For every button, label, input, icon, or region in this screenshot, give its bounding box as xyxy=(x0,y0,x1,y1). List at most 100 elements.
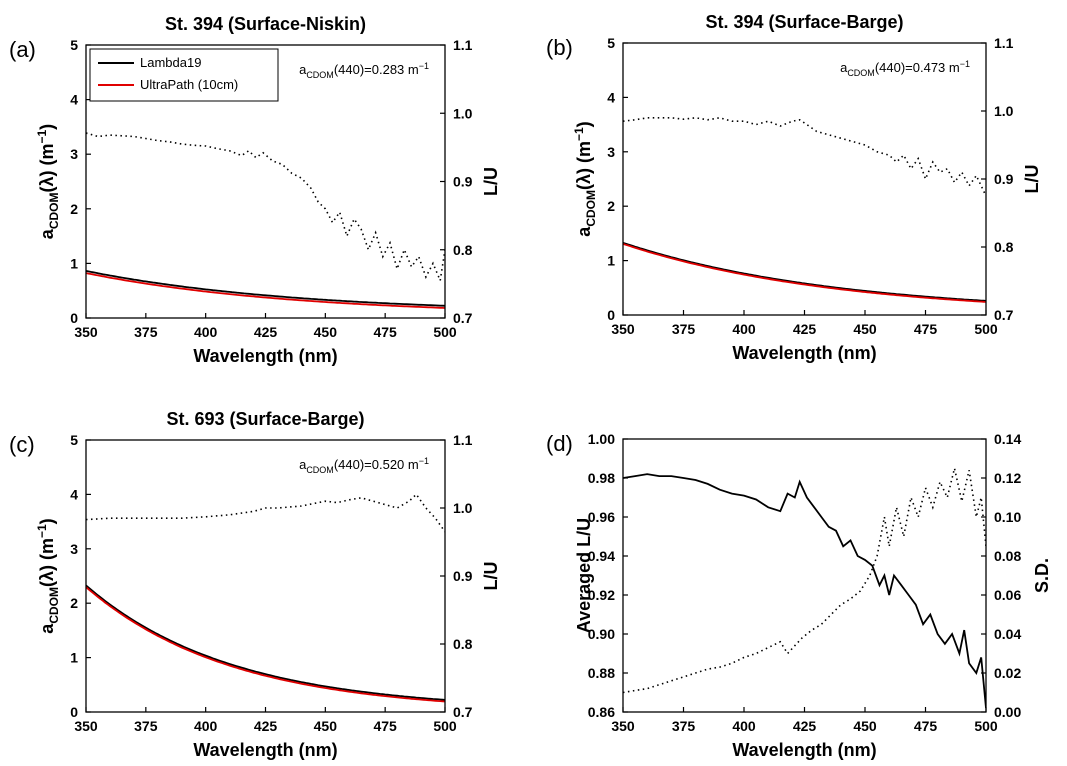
panel-label: (c) xyxy=(9,432,35,457)
y-right-tick-label: 1.0 xyxy=(453,500,473,516)
x-tick-label: 375 xyxy=(672,718,696,734)
y-tick-label: 0.96 xyxy=(588,509,615,525)
panel-label: (a) xyxy=(9,37,36,62)
y-right-axis-label: S.D. xyxy=(1032,558,1052,593)
y-axis-label-subscript: CDOM xyxy=(47,193,61,230)
y-axis-label-close: ) xyxy=(37,518,57,524)
y-right-axis-label: L/U xyxy=(1022,165,1042,194)
x-tick-label: 350 xyxy=(611,321,635,337)
x-tick-label: 500 xyxy=(433,718,457,734)
y-right-tick-label: 1.1 xyxy=(994,35,1014,51)
y-axis-label-superscript: −1 xyxy=(35,524,49,538)
annotation-superscript: −1 xyxy=(419,61,429,71)
y-axis-label-rest: (λ) (m xyxy=(574,141,594,190)
y-tick-label: 0.94 xyxy=(588,548,615,564)
y-tick-label: 0 xyxy=(70,310,78,326)
panel-label: (b) xyxy=(546,35,573,60)
x-tick-label: 475 xyxy=(914,718,938,734)
y-tick-label: 3 xyxy=(70,541,78,557)
chart-title: St. 394 (Surface-Barge) xyxy=(705,12,903,32)
y-tick-label: 1 xyxy=(607,253,615,269)
dotted-series-line xyxy=(623,116,986,197)
y-axis-label: aCDOM(λ) (m−1) xyxy=(35,124,61,239)
chart-title: St. 693 (Surface-Barge) xyxy=(166,409,364,429)
plot-frame xyxy=(622,42,987,316)
x-tick-label: 400 xyxy=(732,718,756,734)
plot-area xyxy=(623,468,986,709)
panel-b: 350 375 400 425 450 475 500 0 1 2 3 4 5 0.7 0.8 0.9 1.0 1… xyxy=(546,12,1042,363)
annotation-rest: (440)=0.473 m xyxy=(875,60,960,75)
y-axis-label-subscript: CDOM xyxy=(47,587,61,624)
y-axis-label-superscript: −1 xyxy=(572,127,586,141)
y-tick-label: 0 xyxy=(607,307,615,323)
y-right-tick-label: 0.12 xyxy=(994,470,1021,486)
panel-d: 350 375 400 425 450 475 500 0.86 0.88 0.90 0.92 0.9… xyxy=(546,431,1052,760)
y-right-tick-label: 0.02 xyxy=(994,665,1021,681)
acdom-annotation: aCDOM(440)=0.520 m−1 xyxy=(299,456,429,475)
dotted-series-line xyxy=(623,468,986,694)
y-axis-label-rest: (λ) (m xyxy=(37,144,57,193)
y-axis-label: Averaged L/U xyxy=(574,518,594,633)
x-tick-label: 475 xyxy=(373,324,397,340)
y-right-axis-label: L/U xyxy=(481,562,501,591)
annotation-main: a xyxy=(299,457,307,472)
y-right-tick-label: 0.9 xyxy=(453,174,473,190)
y-right-tick-label: 0.06 xyxy=(994,587,1021,603)
y-tick-label: 3 xyxy=(607,144,615,160)
acdom-annotation: aCDOM(440)=0.473 m−1 xyxy=(840,59,970,78)
y-tick-label: 2 xyxy=(70,595,78,611)
y-right-axis-label-text: L/U xyxy=(481,167,501,196)
y-right-tick-label: 0.7 xyxy=(453,310,473,326)
x-tick-label: 450 xyxy=(853,718,877,734)
x-tick-label: 475 xyxy=(373,718,397,734)
y-right-tick-label: 0.08 xyxy=(994,548,1021,564)
y-tick-label: 5 xyxy=(607,35,615,51)
y-tick-label: 4 xyxy=(70,92,78,108)
y-right-tick-label: 0.8 xyxy=(994,239,1014,255)
x-tick-label: 475 xyxy=(914,321,938,337)
x-tick-label: 500 xyxy=(433,324,457,340)
dotted-series-line xyxy=(86,132,445,284)
annotation-subscript: CDOM xyxy=(847,68,875,78)
x-tick-label: 350 xyxy=(611,718,635,734)
x-tick-label: 450 xyxy=(314,718,338,734)
y-axis-label-main: a xyxy=(574,226,594,237)
x-tick-label: 425 xyxy=(254,718,278,734)
y-axis-label-superscript: −1 xyxy=(35,129,49,143)
y-axis-label-close: ) xyxy=(574,121,594,127)
annotation-main: a xyxy=(299,62,307,77)
y-right-axis-label-text: L/U xyxy=(1022,165,1042,194)
x-axis-label: Wavelength (nm) xyxy=(732,343,876,363)
x-tick-label: 450 xyxy=(314,324,338,340)
plot-area xyxy=(86,132,445,309)
x-tick-label: 500 xyxy=(974,321,998,337)
x-tick-label: 425 xyxy=(254,324,278,340)
y-right-tick-label: 0.14 xyxy=(994,431,1021,447)
x-tick-label: 375 xyxy=(672,321,696,337)
y-axis-label-subscript: CDOM xyxy=(584,190,598,227)
y-right-tick-label: 0.9 xyxy=(453,568,473,584)
y-right-tick-label: 0.7 xyxy=(994,307,1014,323)
solid-series-line xyxy=(623,473,986,709)
plot-frame xyxy=(622,438,987,713)
y-axis-label-main: a xyxy=(37,623,57,634)
x-axis-label: Wavelength (nm) xyxy=(732,740,876,760)
series-line-lambda19 xyxy=(623,241,986,302)
y-tick-label: 0.92 xyxy=(588,587,615,603)
y-tick-label: 1.00 xyxy=(588,431,615,447)
x-tick-label: 425 xyxy=(793,321,817,337)
panel-c: 350 375 400 425 450 475 500 0 1 2 3 4 5 0.7 0.8 0.9 1.0 1… xyxy=(9,409,501,760)
x-axis-label: Wavelength (nm) xyxy=(193,346,337,366)
y-axis-label-close: ) xyxy=(37,124,57,130)
annotation-subscript: CDOM xyxy=(306,465,334,475)
y-right-tick-label: 1.1 xyxy=(453,432,473,448)
plot-area xyxy=(623,116,986,303)
x-tick-label: 350 xyxy=(74,324,98,340)
annotation-rest: (440)=0.520 m xyxy=(334,457,419,472)
annotation-superscript: −1 xyxy=(419,456,429,466)
y-axis-label: aCDOM(λ) (m−1) xyxy=(572,121,598,236)
x-tick-label: 400 xyxy=(732,321,756,337)
annotation-subscript: CDOM xyxy=(306,70,334,80)
y-right-axis-label-text: S.D. xyxy=(1032,558,1052,593)
